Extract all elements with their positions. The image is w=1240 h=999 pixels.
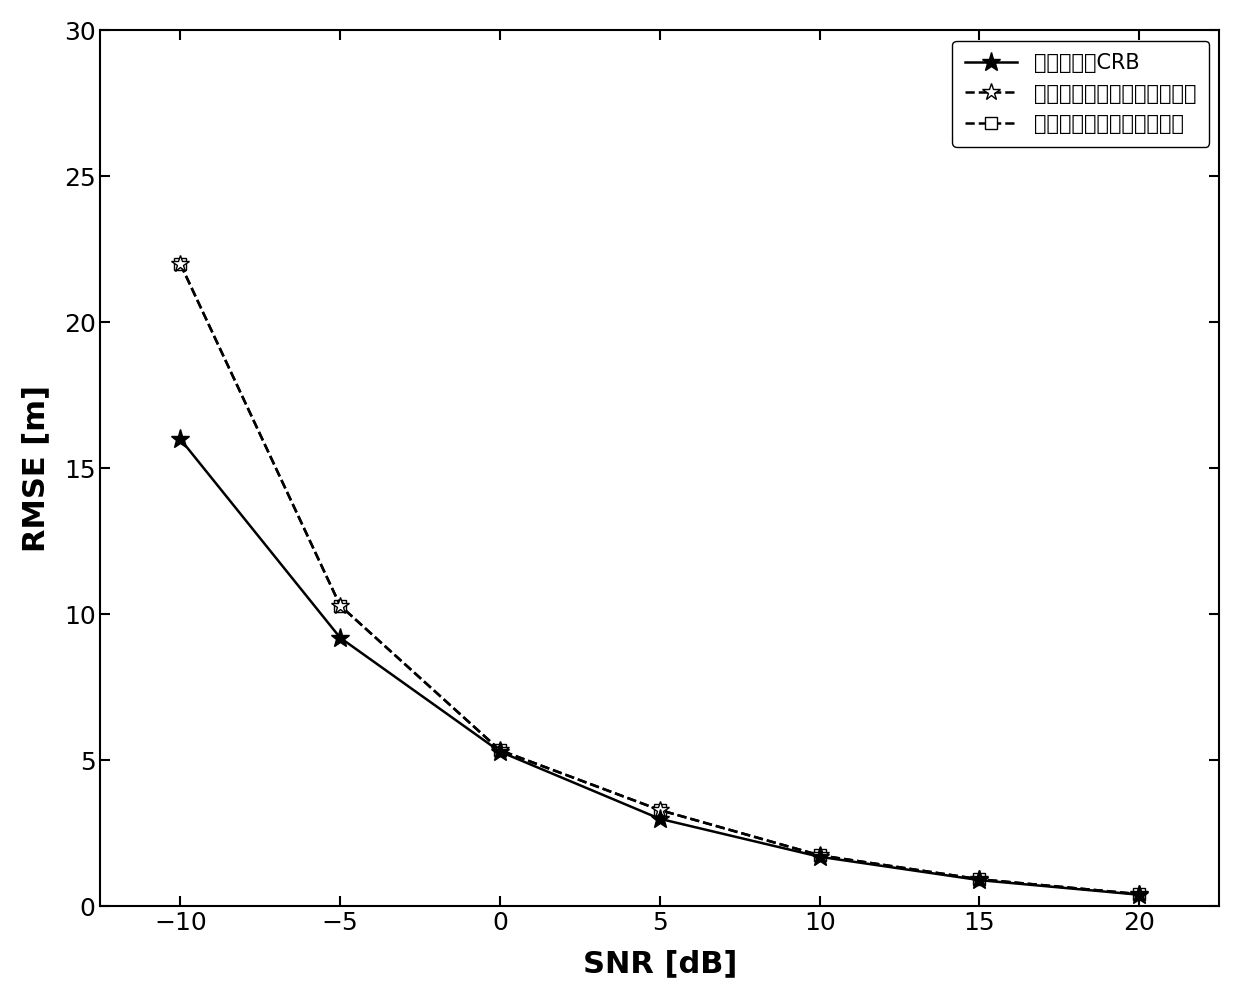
Y-axis label: RMSE [m]: RMSE [m]	[21, 385, 50, 551]
Legend: 目标位置的CRB, 基于网格搜索的直接定位方法, 基于拟牛顿的直接定位方法: 目标位置的CRB, 基于网格搜索的直接定位方法, 基于拟牛顿的直接定位方法	[952, 41, 1209, 147]
X-axis label: SNR [dB]: SNR [dB]	[583, 949, 737, 978]
